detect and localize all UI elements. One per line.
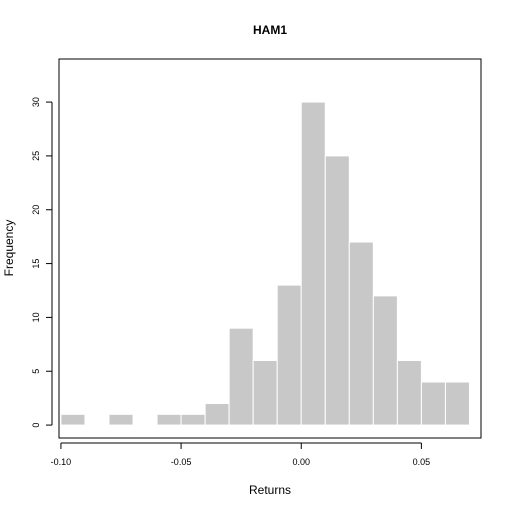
histogram-bar bbox=[156, 413, 182, 426]
histogram-bar bbox=[180, 413, 206, 426]
histogram-bar bbox=[420, 381, 446, 426]
y-tick-label: 10 bbox=[31, 312, 41, 322]
histogram-bar bbox=[228, 327, 254, 426]
x-tick-label: -0.10 bbox=[51, 457, 72, 467]
y-tick-label: 15 bbox=[31, 259, 41, 269]
x-axis-label: Returns bbox=[249, 483, 291, 497]
x-axis: -0.10 -0.05 0.00 0.05 bbox=[51, 442, 431, 467]
y-tick-label: 0 bbox=[31, 423, 41, 428]
histogram-bar bbox=[396, 359, 422, 426]
plot-area-frame bbox=[58, 58, 482, 439]
chart-title: HAM1 bbox=[253, 23, 287, 37]
histogram-bar bbox=[300, 101, 326, 426]
y-axis-label: Frequency bbox=[2, 220, 16, 277]
histogram-bar bbox=[252, 359, 278, 426]
histogram-bar bbox=[324, 155, 350, 426]
histogram-bar bbox=[372, 295, 398, 426]
x-tick-label: 0.00 bbox=[292, 457, 310, 467]
histogram-bar bbox=[348, 241, 374, 426]
y-tick-label: 5 bbox=[31, 369, 41, 374]
x-tick-label: -0.05 bbox=[171, 457, 192, 467]
histogram-bar bbox=[204, 403, 230, 426]
histogram-bar bbox=[444, 381, 470, 426]
y-tick-label: 30 bbox=[31, 97, 41, 107]
histogram-bar bbox=[276, 284, 302, 426]
y-tick-label: 20 bbox=[31, 205, 41, 215]
histogram-bar bbox=[108, 413, 134, 426]
y-axis: 0 5 10 15 20 25 30 bbox=[31, 97, 53, 428]
x-tick-label: 0.05 bbox=[413, 457, 431, 467]
y-tick-label: 25 bbox=[31, 151, 41, 161]
bars-group bbox=[60, 101, 470, 426]
histogram-bar bbox=[60, 413, 86, 426]
